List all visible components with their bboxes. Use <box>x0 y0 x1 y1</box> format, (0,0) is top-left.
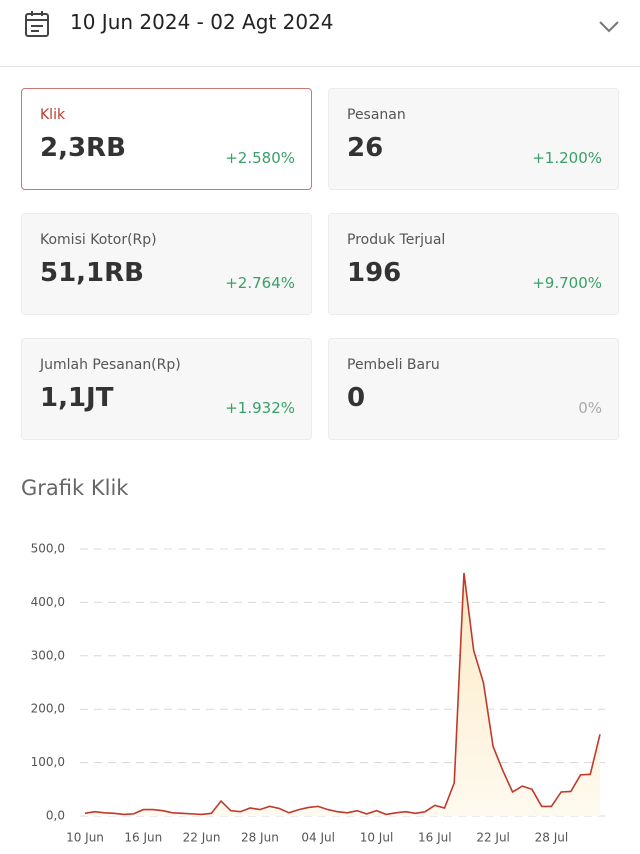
date-range[interactable]: 10 Jun 2024 - 02 Agt 2024 <box>70 10 334 34</box>
card-label: Jumlah Pesanan(Rp) <box>40 357 181 373</box>
chevron[interactable] <box>598 20 620 34</box>
y-tick-label: 300,0 <box>31 648 65 662</box>
card-change: +2.764% <box>225 274 295 292</box>
x-tick-label: 22 Jun <box>183 831 221 845</box>
x-tick-label: 10 Jun <box>66 831 104 845</box>
x-tick-label: 16 Jul <box>418 831 452 845</box>
metric-card[interactable]: Produk Terjual 196 +9.700% <box>328 213 619 315</box>
card-label: Pesanan <box>347 107 406 123</box>
card-label: Klik <box>40 107 66 123</box>
metric-card[interactable]: Jumlah Pesanan(Rp) 1,1JT +1.932% <box>21 338 312 440</box>
card-change: +1.932% <box>225 399 295 417</box>
card-value: 26 <box>347 133 384 163</box>
x-tick-label: 10 Jul <box>360 831 394 845</box>
card-change: 0% <box>578 399 602 417</box>
x-tick-label: 28 Jun <box>241 831 279 845</box>
card-change: +2.580% <box>225 149 295 167</box>
card-value: 51,1RB <box>40 258 144 288</box>
calendar-icon[interactable] <box>24 10 50 38</box>
chart: 0,0 100,0 200,0 300,0 400,0 500,0 10 Jun 16 Jun… <box>31 542 605 845</box>
card-label: Komisi Kotor(Rp) <box>40 232 157 248</box>
metric-card[interactable]: Pembeli Baru 0 0% <box>328 338 619 440</box>
metric-card[interactable]: Pesanan 26 +1.200% <box>328 88 619 190</box>
y-tick-label: 0,0 <box>46 809 65 823</box>
card-change: +1.200% <box>532 149 602 167</box>
header: 10 Jun 2024 - 02 Agt 2024 <box>0 0 640 67</box>
card-label: Pembeli Baru <box>347 357 440 373</box>
card-value: 196 <box>347 258 402 288</box>
x-tick-label: 16 Jun <box>124 831 162 845</box>
metric-card[interactable]: Klik 2,3RB +2.580% <box>21 88 312 190</box>
x-tick-label: 04 Jul <box>301 831 335 845</box>
x-tick-label: 22 Jul <box>476 831 510 845</box>
metric-card[interactable]: Komisi Kotor(Rp) 51,1RB +2.764% <box>21 213 312 315</box>
y-tick-label: 500,0 <box>31 542 65 556</box>
card-value: 0 <box>347 383 366 413</box>
card-value: 2,3RB <box>40 133 126 163</box>
line <box>84 572 601 816</box>
card-change: +9.700% <box>532 274 602 292</box>
y-tick-label: 100,0 <box>31 755 65 769</box>
y-tick-label: 400,0 <box>31 595 65 609</box>
card-label: Produk Terjual <box>347 232 446 248</box>
y-tick-label: 200,0 <box>31 702 65 716</box>
area <box>85 573 600 816</box>
chart-title: Grafik Klik <box>21 476 129 500</box>
x-tick-label: 28 Jul <box>535 831 569 845</box>
card-value: 1,1JT <box>40 383 114 413</box>
